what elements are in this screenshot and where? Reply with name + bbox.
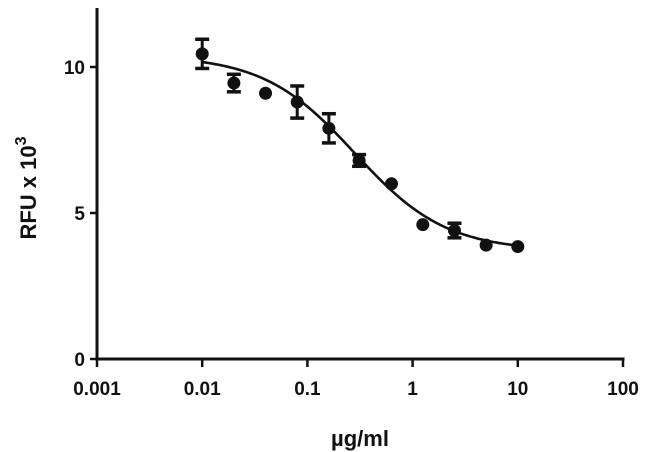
marker-circle xyxy=(416,218,430,232)
data-point xyxy=(447,221,462,240)
data-point xyxy=(384,177,398,191)
marker-circle xyxy=(227,76,241,90)
y-tick-label: 10 xyxy=(64,58,85,79)
y-axis-title-main: RFU x 10 xyxy=(16,145,41,239)
marker-circle xyxy=(352,153,366,167)
data-point xyxy=(195,37,210,71)
x-tick-label: 0.01 xyxy=(184,379,221,400)
x-tick-label: 100 xyxy=(607,379,639,400)
y-tick-label: 0 xyxy=(74,350,85,371)
axes: 0 5 10 0.001 0.01 0.1 1 10 100 xyxy=(64,8,639,400)
data-point xyxy=(290,84,305,120)
marker-circle xyxy=(322,121,336,135)
data-point xyxy=(479,238,493,252)
y-axis-title-superscript: 3 xyxy=(13,136,30,145)
data-point xyxy=(511,240,525,254)
marker-circle xyxy=(384,177,398,191)
marker-circle xyxy=(195,47,209,61)
x-tick-label: 10 xyxy=(507,379,528,400)
x-axis-title: µg/ml xyxy=(331,426,389,451)
y-tick-label: 5 xyxy=(74,204,85,225)
marker-circle xyxy=(479,238,493,252)
data-point xyxy=(226,72,241,94)
marker-circle xyxy=(259,86,273,100)
data-points xyxy=(195,37,525,254)
marker-circle xyxy=(511,240,525,254)
data-point xyxy=(321,111,336,145)
axis-labels: µg/ml RFU x 103 xyxy=(13,136,389,451)
data-point xyxy=(259,86,273,100)
y-axis-title: RFU x 103 xyxy=(13,136,41,239)
marker-circle xyxy=(290,95,304,109)
data-point xyxy=(352,152,367,169)
marker-circle xyxy=(447,224,461,238)
x-tick-label: 1 xyxy=(407,379,418,400)
x-tick-label: 0.1 xyxy=(294,379,321,400)
data-point xyxy=(416,218,430,232)
x-tick-label: 0.001 xyxy=(73,379,121,400)
